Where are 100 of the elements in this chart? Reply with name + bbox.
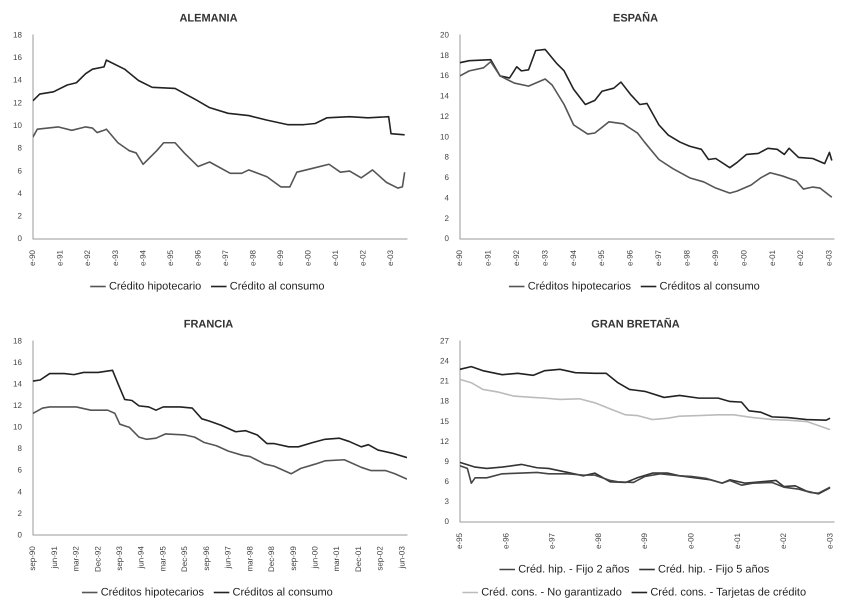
legend-label: Créditos al consumo [660,280,760,293]
x-tick-label: e-98 [248,249,258,266]
y-tick-label: 0 [444,234,450,244]
y-tick-label: 10 [440,132,450,142]
x-tick-label: sep-99 [288,546,298,571]
x-tick-label: e-92 [83,249,92,266]
x-tick-label: e-91 [56,249,65,266]
x-tick-label: e-90 [455,249,464,266]
y-tick-label: 16 [12,358,22,367]
x-tick-label: jun-97 [224,546,233,570]
x-tick-label: sep-96 [202,546,211,571]
y-tick-label: 8 [17,144,22,153]
y-tick-label: 10 [12,422,22,432]
x-tick-label: e-95 [166,249,175,266]
y-tick-label: 15 [440,416,450,426]
x-tick-label: e-95 [597,249,606,266]
x-tick-label: mar-95 [158,546,168,572]
x-tick-label: e-02 [779,532,788,550]
x-tick-label: jun-03 [397,546,406,570]
x-tick-label: e-03 [824,249,834,266]
x-tick-label: e-00 [304,249,313,266]
x-tick-label: e-98 [594,532,603,550]
y-tick-label: 12 [440,436,450,446]
x-tick-label: e-96 [501,532,510,550]
y-tick-label: 27 [440,336,450,346]
y-tick-label: 12 [440,112,450,121]
y-tick-label: 21 [440,376,450,386]
legend-label: Créd. hip. - Fijo 2 años [518,564,630,576]
legend-label: Créd. cons. - No garantizado [481,586,622,599]
legend-label: Crédito al consumo [230,280,325,293]
chart-title: ALEMANIA [179,12,238,25]
y-tick-label: 4 [17,188,22,198]
y-tick-label: 16 [440,71,450,80]
y-tick-label: 18 [440,396,450,406]
x-tick-label: mar-92 [71,546,80,572]
x-tick-label: e-94 [568,249,578,266]
y-tick-label: 24 [440,356,450,366]
x-tick-label: e-90 [28,249,38,266]
y-tick-label: 2 [17,212,22,221]
y-tick-label: 8 [17,444,22,454]
x-tick-label: e-03 [386,249,396,266]
y-tick-label: 2 [444,214,450,223]
y-tick-label: 14 [12,380,22,389]
x-tick-label: sep-90 [28,546,38,571]
y-tick-label: 6 [17,466,22,475]
y-tick-label: 4 [17,487,22,496]
x-tick-label: Dec-95 [180,546,190,572]
x-tick-label: e-00 [686,532,696,550]
x-tick-label: e-97 [548,532,557,550]
y-tick-label: 14 [12,76,22,85]
x-tick-label: e-96 [626,249,635,266]
x-tick-label: e-01 [331,249,340,266]
y-tick-label: 0 [17,530,22,540]
x-tick-label: e-02 [796,249,806,266]
chart-title: FRANCIA [184,318,234,331]
x-tick-label: e-99 [710,249,720,266]
x-tick-label: e-93 [540,249,550,266]
y-tick-label: 12 [12,98,22,108]
x-tick-label: sep-02 [376,546,385,571]
chart-title: GRAN BRETAÑA [591,318,680,331]
y-tick-label: 6 [17,166,22,176]
x-tick-label: Dec-92 [93,546,102,572]
y-tick-label: 6 [444,477,450,486]
x-tick-label: mar-98 [245,546,254,572]
x-tick-label: jun-91 [50,546,59,570]
y-tick-label: 2 [17,508,22,518]
x-tick-label: jun-00 [310,546,320,570]
y-tick-label: 3 [444,497,450,506]
x-tick-label: Dec-98 [267,546,276,572]
y-tick-label: 20 [440,30,450,40]
y-tick-label: 10 [12,120,22,130]
y-tick-label: 0 [444,517,450,526]
x-tick-label: e-98 [682,249,692,266]
x-tick-label: e-02 [358,249,368,266]
x-tick-label: sep-93 [115,546,124,571]
x-tick-label: jun-94 [136,546,146,570]
y-tick-label: 12 [12,401,22,410]
x-tick-label: e-95 [455,532,464,550]
y-tick-label: 16 [12,53,22,62]
chart-title: ESPAÑA [612,12,658,25]
x-tick-label: e-97 [654,249,664,266]
x-tick-label: e-97 [220,249,230,266]
y-tick-label: 18 [12,336,22,346]
x-tick-label: e-91 [484,249,493,266]
x-tick-label: e-93 [110,249,120,266]
x-tick-label: e-99 [640,532,650,550]
x-tick-label: e-01 [732,532,742,550]
y-tick-label: 0 [17,234,22,244]
y-tick-label: 9 [444,456,450,466]
legend-label: Créd. hip. - Fijo 5 años [658,564,770,576]
y-tick-label: 4 [444,193,450,202]
legend-label: Créditos hipotecarios [528,280,632,293]
legend-label: Crédito hipotecario [108,280,202,293]
x-tick-label: e-94 [138,249,148,266]
x-tick-label: e-03 [825,532,834,550]
legend-label: Créditos hipotecarios [100,586,205,599]
x-tick-label: e-99 [276,249,286,266]
y-tick-label: 18 [12,30,22,40]
x-tick-label: e-96 [193,249,202,266]
x-tick-label: Dec-01 [354,546,363,572]
